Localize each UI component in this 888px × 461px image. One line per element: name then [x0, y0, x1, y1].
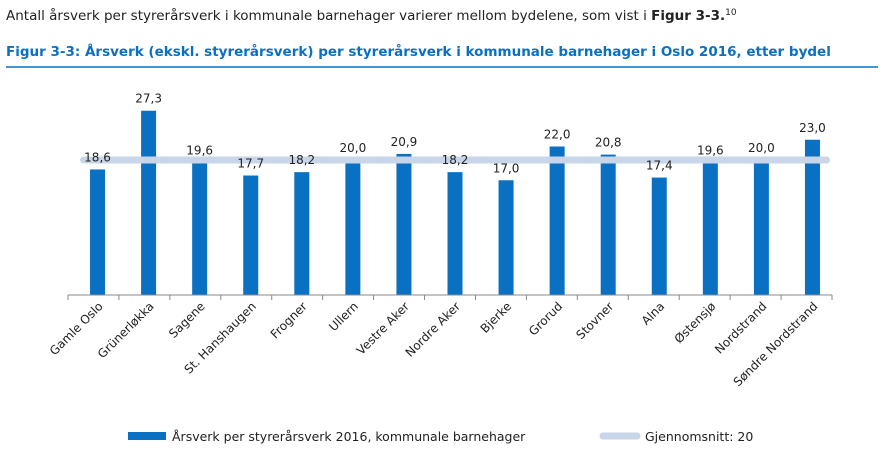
- value-label: 17,0: [493, 161, 520, 175]
- bar: [651, 177, 667, 295]
- x-tick-label: Bjerke: [478, 299, 515, 336]
- bar: [396, 153, 412, 295]
- value-label: 20,0: [340, 141, 367, 155]
- legend-label: Gjennomsnitt: 20: [645, 429, 753, 444]
- value-label: 20,8: [595, 136, 622, 150]
- value-label: 23,0: [799, 121, 826, 135]
- value-label: 18,2: [442, 153, 469, 167]
- x-tick-label: Søndre Nordstrand: [731, 299, 821, 389]
- x-tick-label: Stovner: [573, 299, 616, 342]
- bar: [192, 162, 208, 295]
- bar: [549, 146, 565, 295]
- value-label: 19,6: [186, 144, 213, 158]
- bar: [141, 110, 157, 295]
- legend-label: Årsverk per styrerårsverk 2016, kommunal…: [172, 429, 526, 444]
- bar: [294, 172, 310, 295]
- bar: [345, 160, 361, 295]
- x-tick-label: Sagene: [166, 299, 208, 341]
- x-tick-label: Grorud: [526, 299, 565, 338]
- bar: [753, 160, 769, 295]
- bar: [702, 162, 718, 295]
- x-tick-label: Frogner: [268, 299, 310, 341]
- bar: [90, 169, 106, 295]
- intro-ref: Figur 3-3.: [651, 8, 725, 24]
- chart-title: Figur 3-3: Årsverk (ekskl. styrerårsverk…: [6, 43, 831, 60]
- x-tick-label: Alna: [639, 299, 668, 328]
- bar: [804, 139, 820, 295]
- intro-text: Antall årsverk per styrerårsverk i kommu…: [6, 7, 651, 24]
- legend-swatch: [128, 432, 166, 440]
- bar: [600, 154, 616, 295]
- x-tick-label: Nordre Aker: [403, 299, 464, 360]
- value-label: 19,6: [697, 144, 724, 158]
- value-label: 27,3: [135, 92, 162, 106]
- value-label: 17,7: [237, 157, 264, 171]
- bar: [243, 175, 259, 295]
- value-label: 20,0: [748, 141, 775, 155]
- value-label: 22,0: [544, 128, 571, 142]
- value-label: 20,9: [391, 135, 418, 149]
- x-tick-label: Ullern: [326, 299, 361, 334]
- bar: [498, 180, 514, 295]
- value-label: 18,6: [84, 150, 111, 164]
- x-tick-label: Østensjø: [672, 299, 719, 346]
- intro: Antall årsverk per styrerårsverk i kommu…: [6, 7, 737, 24]
- bar: [447, 172, 463, 295]
- value-label: 18,2: [288, 153, 315, 167]
- value-label: 17,4: [646, 159, 673, 173]
- footnote: 10: [725, 8, 737, 18]
